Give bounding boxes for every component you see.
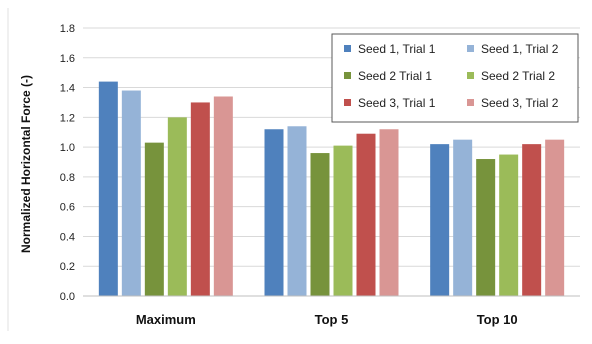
y-tick-label: 0.8 — [60, 172, 75, 184]
legend-label: Seed 3, Trial 2 — [481, 96, 559, 110]
legend-label: Seed 1, Trial 2 — [481, 42, 559, 56]
y-tick-label: 1.4 — [60, 83, 75, 95]
y-tick-label: 0.2 — [60, 261, 75, 273]
bar — [430, 144, 450, 296]
bar — [333, 145, 353, 296]
bar — [476, 159, 496, 296]
y-tick-label: 0.4 — [60, 231, 75, 243]
bar — [167, 117, 187, 296]
x-tick-label: Top 10 — [477, 312, 518, 327]
bar — [499, 154, 519, 296]
legend-box — [331, 33, 579, 123]
legend-label: Seed 2 Trial 2 — [481, 69, 555, 83]
y-tick-label: 0.6 — [60, 202, 75, 214]
y-tick-label: 0.0 — [60, 291, 75, 303]
bar — [190, 102, 210, 296]
legend-swatch — [467, 99, 474, 106]
axes: 0.0 0.2 0.4 0.6 0.8 1.0 1.2 1.4 1.6 1.8 Maximum Top… — [7, 8, 580, 331]
bars — [98, 81, 565, 297]
legend-swatch — [344, 72, 351, 79]
legend: Seed 1, Trial 1 Seed 1, Trial 2 Seed 2 Tri… — [331, 33, 579, 123]
bar — [144, 142, 164, 296]
y-tick-label: 1.0 — [60, 142, 75, 154]
y-tick-label: 1.2 — [60, 112, 75, 124]
legend-swatch — [467, 45, 474, 52]
legend-swatch — [344, 99, 351, 106]
y-tick-label: 1.8 — [60, 23, 75, 35]
legend-label: Seed 3, Trial 1 — [358, 96, 436, 110]
bar — [287, 126, 307, 297]
bar — [98, 81, 118, 296]
legend-label: Seed 2 Trial 1 — [358, 69, 432, 83]
legend-swatch — [344, 45, 351, 52]
bar — [522, 144, 542, 296]
bar — [545, 139, 565, 296]
bar — [121, 90, 141, 297]
x-tick-label: Maximum — [136, 312, 196, 327]
bar — [310, 153, 330, 296]
bar — [356, 133, 376, 296]
bar — [264, 129, 284, 296]
y-axis-title: Normalized Horizontal Force (-) — [19, 75, 33, 253]
legend-swatch — [467, 72, 474, 79]
bar — [379, 129, 399, 296]
legend-label: Seed 1, Trial 1 — [358, 42, 436, 56]
bar — [213, 96, 233, 296]
y-tick-label: 1.6 — [60, 53, 75, 65]
bar — [453, 139, 473, 296]
x-tick-label: Top 5 — [315, 312, 349, 327]
